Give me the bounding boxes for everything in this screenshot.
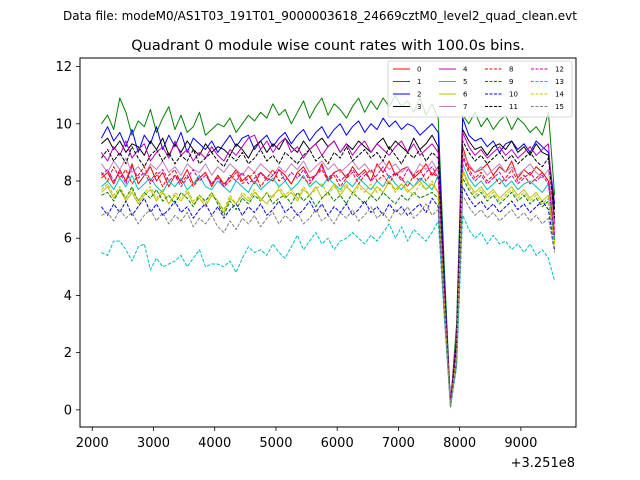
x-tick-label: 5000 xyxy=(259,436,292,451)
legend-label-0: 0 xyxy=(417,66,421,74)
series-line-4 xyxy=(100,131,556,402)
x-axis: 2000 3000 4000 5000 6000 7000 8000 9000 xyxy=(76,427,537,451)
plot-area xyxy=(79,57,577,428)
y-axis: 0 2 4 6 8 10 12 xyxy=(55,60,80,418)
y-tick-label: 8 xyxy=(64,175,72,190)
series-line-9 xyxy=(101,177,556,408)
legend-label-9: 9 xyxy=(509,78,513,86)
legend-label-15: 15 xyxy=(555,103,564,111)
series-line-8 xyxy=(100,154,556,405)
x-tick-label: 8000 xyxy=(443,436,476,451)
legend-frame xyxy=(387,60,573,118)
legend-label-6: 6 xyxy=(463,91,468,99)
series-line-15 xyxy=(101,194,556,408)
legend-label-3: 3 xyxy=(417,103,421,111)
legend-label-12: 12 xyxy=(555,66,564,74)
y-tick-label: 12 xyxy=(55,60,72,75)
legend-label-4: 4 xyxy=(463,66,468,74)
series-line-11 xyxy=(100,140,556,405)
series-line-13 xyxy=(101,214,556,408)
series-group xyxy=(100,94,556,408)
x-tick-label: 4000 xyxy=(198,436,231,451)
legend-label-11: 11 xyxy=(509,103,518,111)
y-tick-label: 6 xyxy=(64,232,72,247)
legend-label-1: 1 xyxy=(417,78,421,86)
legend-label-5: 5 xyxy=(463,78,467,86)
y-tick-label: 4 xyxy=(64,289,72,304)
legend-label-13: 13 xyxy=(555,78,564,86)
legend-label-14: 14 xyxy=(555,91,564,99)
y-tick-label: 2 xyxy=(64,346,72,361)
y-tick-label: 0 xyxy=(64,403,72,418)
x-tick-label: 3000 xyxy=(137,436,170,451)
series-line-14 xyxy=(101,171,556,408)
x-offset-label: +3.251e8 xyxy=(511,456,575,471)
legend-label-10: 10 xyxy=(509,91,518,99)
x-tick-label: 9000 xyxy=(504,436,537,451)
series-line-5 xyxy=(101,163,556,408)
legend-label-2: 2 xyxy=(417,91,421,99)
legend-label-8: 8 xyxy=(509,66,513,74)
series-line-12 xyxy=(101,157,556,405)
chart-title: Quadrant 0 module wise count rates with … xyxy=(131,38,525,54)
legend-label-7: 7 xyxy=(463,103,467,111)
x-tick-label: 6000 xyxy=(321,436,354,451)
axes-frame xyxy=(79,57,577,428)
chart-suptitle: Data file: modeM0/AS1T03_191T01_90000036… xyxy=(63,9,577,23)
series-line-7 xyxy=(100,151,556,405)
x-tick-label: 7000 xyxy=(382,436,415,451)
series-line-2 xyxy=(100,117,556,405)
x-tick-label: 2000 xyxy=(76,436,109,451)
series-line-1 xyxy=(100,94,556,405)
y-tick-label: 10 xyxy=(55,117,72,132)
